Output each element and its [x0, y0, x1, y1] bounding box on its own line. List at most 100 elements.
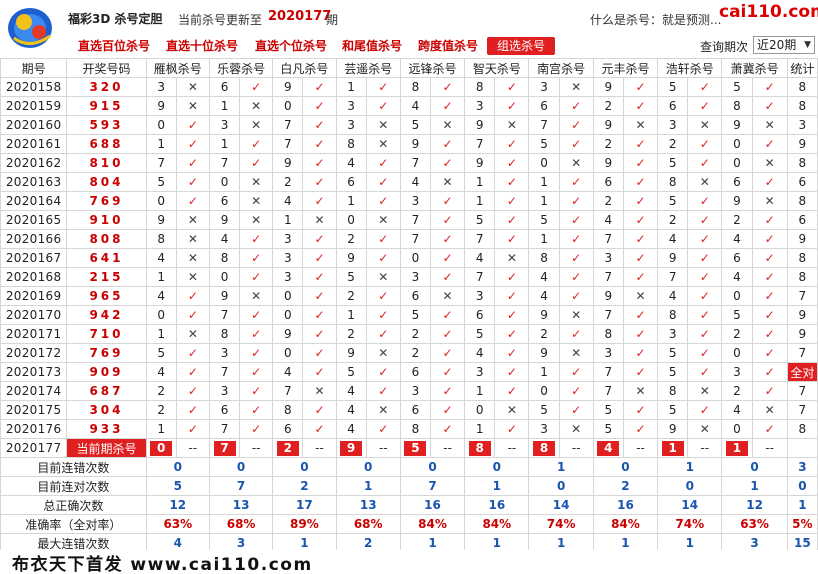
check-mark-icon: ✓ — [187, 384, 198, 398]
check-mark-icon: ✓ — [764, 213, 775, 227]
draw-number: 965 — [66, 286, 147, 306]
check-icon: ✓ — [751, 96, 788, 116]
check-mark-icon: ✓ — [571, 137, 582, 151]
check-mark-icon: ✓ — [314, 194, 325, 208]
current-issue-row: 2020177 当前期杀号 0 -- 7 -- 2 -- 9 -- 5 -- 8 -- 8 -- 4 -- 1 -- 1… — [0, 438, 818, 458]
check-icon: ✓ — [494, 77, 530, 97]
check-mark-icon: ✓ — [314, 403, 325, 417]
check-mark-icon: ✓ — [635, 422, 646, 436]
check-mark-icon: ✓ — [506, 99, 517, 113]
issue-number: 2020175 — [0, 400, 68, 420]
kill-number: 7 — [464, 267, 496, 287]
check-mark-icon: ✓ — [571, 327, 582, 341]
kill-number: 5 — [464, 210, 496, 230]
check-icon: ✓ — [365, 191, 401, 211]
check-icon: ✓ — [239, 400, 274, 420]
nav-span-kill[interactable]: 跨度值杀号 — [418, 39, 479, 53]
cross-icon: ✕ — [175, 248, 210, 268]
kill-number: 6 — [399, 286, 432, 306]
check-icon: ✓ — [622, 153, 659, 173]
summary-value: 17 — [272, 495, 337, 515]
pending-dash: -- — [365, 438, 401, 458]
check-mark-icon: ✓ — [314, 80, 325, 94]
check-icon: ✓ — [558, 210, 594, 230]
cross-icon: ✕ — [687, 419, 723, 439]
check-icon: ✓ — [494, 267, 530, 287]
nav-units-kill[interactable]: 直选个位杀号 — [255, 39, 328, 53]
cross-mark-icon: ✕ — [187, 270, 198, 284]
kill-number: 6 — [399, 362, 432, 382]
check-icon: ✓ — [687, 362, 723, 382]
check-icon: ✓ — [494, 343, 530, 363]
cross-mark-icon: ✕ — [251, 213, 262, 227]
check-mark-icon: ✓ — [699, 365, 710, 379]
check-mark-icon: ✓ — [506, 232, 517, 246]
check-icon: ✓ — [239, 267, 274, 287]
check-icon: ✓ — [365, 324, 401, 344]
check-mark-icon: ✓ — [251, 232, 262, 246]
kill-number: 5 — [657, 343, 689, 363]
kill-number: 4 — [657, 286, 689, 306]
check-icon: ✓ — [239, 305, 274, 325]
check-icon: ✓ — [302, 153, 337, 173]
summary-value: 14 — [657, 495, 723, 515]
table-row: 2020164 769 0 ✓ 6 ✕ 4 ✓ 1 ✓ 3 ✓ 1 ✓ 1 ✓ 2 ✓ 5 ✓ 9 ✕ 8 — [0, 191, 818, 211]
check-mark-icon: ✓ — [571, 99, 582, 113]
cross-icon: ✕ — [302, 381, 337, 401]
cross-mark-icon: ✕ — [506, 251, 517, 265]
check-mark-icon: ✓ — [571, 403, 582, 417]
issue-number: 2020171 — [0, 324, 68, 344]
top-bar: 福彩3D 杀号定胆 当前杀号更新至 2020177 期 什么是杀号：就是预测..… — [0, 0, 818, 48]
nav-group-kill[interactable]: 组选杀号 — [487, 37, 556, 55]
nav-tens-kill[interactable]: 直选十位杀号 — [166, 39, 239, 53]
draw-number: 804 — [66, 172, 147, 192]
summary-value: 0 — [721, 457, 788, 477]
kill-number: 7 — [272, 381, 304, 401]
period-select[interactable]: 近20期 ▼ — [753, 36, 815, 54]
kill-number: 3 — [528, 419, 560, 439]
check-mark-icon: ✓ — [378, 289, 389, 303]
cross-mark-icon: ✕ — [314, 384, 325, 398]
kill-number: 8 — [272, 400, 304, 420]
summary-value: 2 — [272, 476, 337, 496]
check-icon: ✓ — [365, 229, 401, 249]
nav-hundreds-kill[interactable]: 直选百位杀号 — [78, 39, 151, 53]
check-icon: ✓ — [558, 400, 594, 420]
row-total: 3 — [786, 115, 818, 135]
kill-number: 0 — [721, 343, 753, 363]
draw-number: 641 — [66, 248, 147, 268]
kill-number: 2 — [592, 96, 624, 116]
check-icon: ✓ — [175, 419, 210, 439]
check-mark-icon: ✓ — [571, 118, 582, 132]
cross-mark-icon: ✕ — [571, 308, 582, 322]
check-icon: ✓ — [302, 134, 337, 154]
kill-number: 3 — [528, 77, 560, 97]
check-icon: ✓ — [365, 96, 401, 116]
check-mark-icon: ✓ — [187, 289, 198, 303]
current-total — [786, 438, 818, 458]
kill-number: 9 — [528, 305, 560, 325]
check-icon: ✓ — [239, 153, 274, 173]
check-mark-icon: ✓ — [314, 156, 325, 170]
check-icon: ✓ — [558, 172, 594, 192]
check-mark-icon: ✓ — [699, 99, 710, 113]
cross-mark-icon: ✕ — [187, 99, 198, 113]
check-mark-icon: ✓ — [442, 99, 453, 113]
check-icon: ✓ — [429, 134, 466, 154]
check-icon: ✓ — [751, 210, 788, 230]
check-icon: ✓ — [687, 267, 723, 287]
check-icon: ✓ — [302, 191, 337, 211]
check-icon: ✓ — [429, 248, 466, 268]
row-total: 7 — [786, 343, 818, 363]
kill-number: 0 — [208, 172, 241, 192]
kill-number: 5 — [528, 400, 560, 420]
check-icon: ✓ — [175, 286, 210, 306]
nav-sum-tail-kill[interactable]: 和尾值杀号 — [342, 39, 403, 53]
kill-number: 0 — [721, 134, 753, 154]
cross-icon: ✕ — [687, 172, 723, 192]
kill-number: 4 — [528, 286, 560, 306]
kill-number: 0 — [464, 400, 496, 420]
check-mark-icon: ✓ — [251, 365, 262, 379]
kill-number: 8 — [657, 381, 689, 401]
check-mark-icon: ✓ — [699, 232, 710, 246]
